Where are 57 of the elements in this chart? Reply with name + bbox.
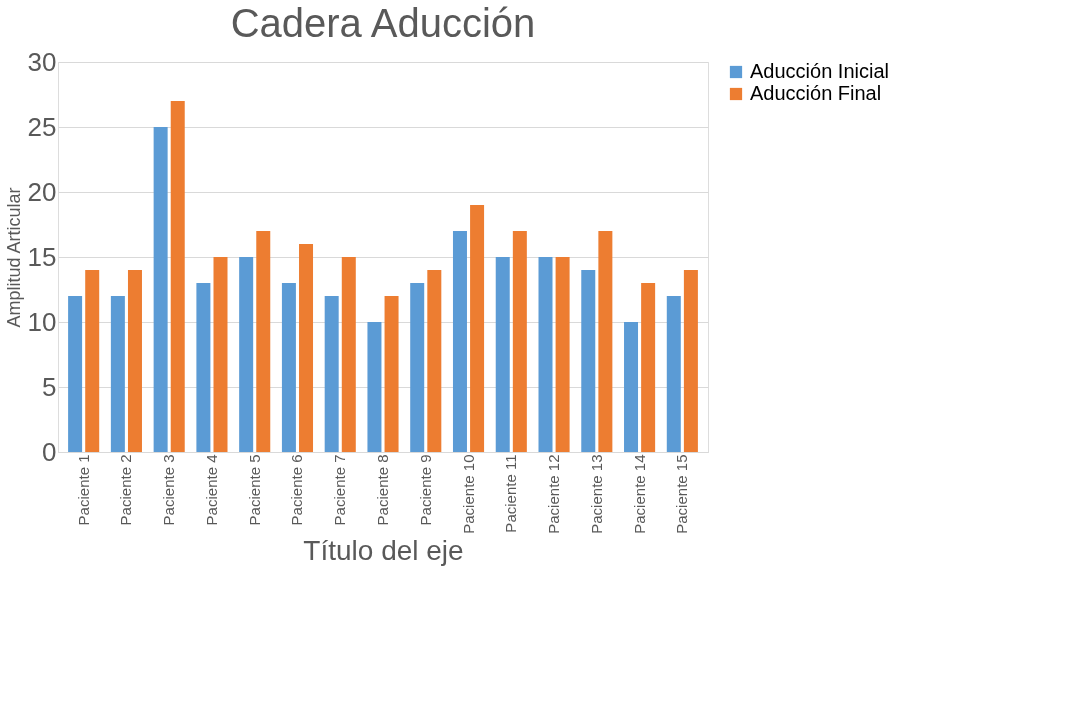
x-tick-label: Paciente 13 <box>587 454 605 534</box>
y-axis-title: Amplitud Articular <box>3 187 24 328</box>
bar <box>666 296 681 452</box>
legend-label: Aducción Final <box>750 82 882 104</box>
x-axis-title: Título del eje <box>303 534 464 566</box>
bar <box>555 257 570 452</box>
bar <box>213 257 228 452</box>
x-tick-label: Paciente 2 <box>117 454 135 526</box>
bar <box>598 231 613 452</box>
x-tick-label: Paciente 11 <box>502 454 520 533</box>
x-tick-label: Paciente 7 <box>331 454 349 526</box>
x-tick-label: Paciente 1 <box>74 454 92 526</box>
x-tick-label: Paciente 5 <box>245 454 263 526</box>
x-tick-label: Paciente 6 <box>288 454 306 526</box>
bar <box>281 283 296 452</box>
bar <box>538 257 553 452</box>
bar <box>299 244 314 452</box>
x-tick-label: Paciente 12 <box>545 454 563 534</box>
x-tick-label: Paciente 3 <box>160 454 178 526</box>
bar <box>410 283 425 452</box>
y-tick-label: 5 <box>42 371 57 402</box>
bar <box>196 283 211 452</box>
legend-label: Aducción Inicial <box>750 60 889 82</box>
y-tick-label: 10 <box>27 306 57 337</box>
bar <box>641 283 656 452</box>
bar <box>153 127 168 452</box>
bar <box>581 270 596 452</box>
bar <box>512 231 527 452</box>
bar <box>624 322 639 452</box>
bar <box>427 270 442 452</box>
y-tick-label: 25 <box>27 111 57 142</box>
bar <box>452 231 467 452</box>
x-tick-label: Paciente 8 <box>374 454 391 526</box>
x-tick-label: Paciente 4 <box>202 454 220 526</box>
bar <box>68 296 83 452</box>
bar <box>256 231 271 452</box>
bar <box>170 101 185 452</box>
bar <box>683 270 698 452</box>
x-tick-label: Paciente 14 <box>630 454 648 534</box>
y-tick-label: 30 <box>27 46 57 77</box>
bar <box>324 296 339 452</box>
bar <box>384 296 399 452</box>
x-tick-label: Paciente 15 <box>673 454 691 534</box>
x-tick-label: Paciente 10 <box>459 454 477 534</box>
bar <box>110 296 125 452</box>
bar <box>85 270 100 452</box>
bar <box>367 322 382 452</box>
bar <box>495 257 510 452</box>
bar <box>341 257 356 452</box>
chart-title: Cadera Aducción <box>230 1 536 45</box>
bar <box>127 270 142 452</box>
y-tick-label: 20 <box>27 176 57 207</box>
x-tick-label: Paciente 9 <box>416 454 434 526</box>
bar <box>239 257 254 452</box>
y-tick-label: 0 <box>42 436 57 467</box>
bar <box>470 205 485 452</box>
y-tick-label: 15 <box>27 241 57 272</box>
